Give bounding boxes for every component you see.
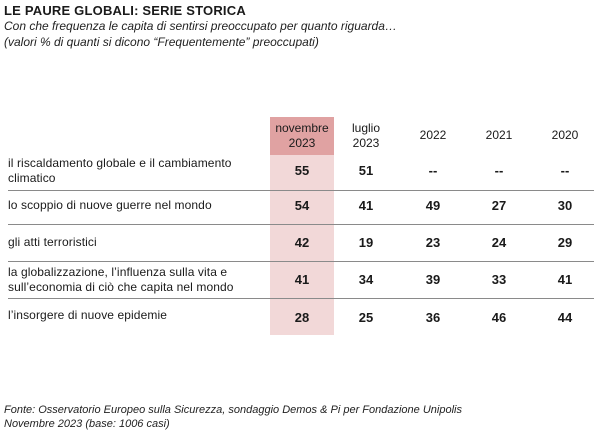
source-date: Novembre 2023 (base: 1006 casi) <box>4 418 170 430</box>
cell-value: 51 <box>358 163 374 178</box>
cell-value: 36 <box>425 310 441 325</box>
cell-value: 42 <box>294 235 310 250</box>
column-header-2022: 2022 <box>419 128 447 142</box>
row-label-nuove-guerre: lo scoppio di nuove guerre nel mondo <box>8 198 212 213</box>
cell-value: 41 <box>294 272 310 287</box>
cell-value: -- <box>428 163 438 178</box>
row-label-line: sull’economia di ciò che capita nel mond… <box>8 280 234 294</box>
row-label-line: il riscaldamento globale e il cambiament… <box>8 156 232 170</box>
row-label-globalizzazione: la globalizzazione, l’influenza sulla vi… <box>8 265 234 295</box>
column-header-2020: 2020 <box>551 128 579 142</box>
cell-value: 30 <box>557 198 573 213</box>
column-header-line2: 2023 <box>288 136 316 150</box>
source-note: Fonte: Osservatorio Europeo sulla Sicure… <box>4 404 462 416</box>
column-header-novembre-2023: novembre 2023 <box>270 121 334 151</box>
column-header-luglio-2023: luglio 2023 <box>336 121 396 151</box>
cell-value: 27 <box>491 198 507 213</box>
column-header-line1: novembre <box>275 121 329 135</box>
row-label-line: gli atti terroristici <box>8 235 97 249</box>
cell-value: 54 <box>294 198 310 213</box>
column-header-line2: 2023 <box>352 136 380 150</box>
column-header-line1: luglio <box>351 121 381 135</box>
subtitle-note: (valori % di quanti si dicono “Frequente… <box>4 35 319 49</box>
row-label-line: l’insorgere di nuove epidemie <box>8 308 167 322</box>
row-label-atti-terroristici: gli atti terroristici <box>8 235 97 250</box>
row-label-nuove-epidemie: l’insorgere di nuove epidemie <box>8 308 167 323</box>
cell-value: 34 <box>358 272 374 287</box>
row-label-line: climatico <box>8 171 56 185</box>
cell-value: 24 <box>491 235 507 250</box>
highlight-column-header-background <box>270 117 334 155</box>
column-header-2021: 2021 <box>485 128 513 142</box>
row-divider <box>8 298 594 299</box>
row-divider <box>8 261 594 262</box>
row-label-line: la globalizzazione, l’influenza sulla vi… <box>8 265 228 279</box>
cell-value: -- <box>494 163 504 178</box>
cell-value: 46 <box>491 310 507 325</box>
cell-value: 23 <box>425 235 441 250</box>
cell-value: 49 <box>425 198 441 213</box>
cell-value: 33 <box>491 272 507 287</box>
row-label-riscaldamento-globale: il riscaldamento globale e il cambiament… <box>8 156 232 186</box>
row-divider <box>8 190 594 191</box>
cell-value: 25 <box>358 310 374 325</box>
row-divider <box>8 224 594 225</box>
row-label-line: lo scoppio di nuove guerre nel mondo <box>8 198 212 212</box>
subtitle-question: Con che frequenza le capita di sentirsi … <box>4 19 397 33</box>
chart-title: LE PAURE GLOBALI: SERIE STORICA <box>4 3 246 18</box>
cell-value: 44 <box>557 310 573 325</box>
cell-value: 41 <box>358 198 374 213</box>
cell-value: 19 <box>358 235 374 250</box>
cell-value: -- <box>560 163 570 178</box>
cell-value: 29 <box>557 235 573 250</box>
cell-value: 55 <box>294 163 310 178</box>
cell-value: 41 <box>557 272 573 287</box>
cell-value: 39 <box>425 272 441 287</box>
cell-value: 28 <box>294 310 310 325</box>
